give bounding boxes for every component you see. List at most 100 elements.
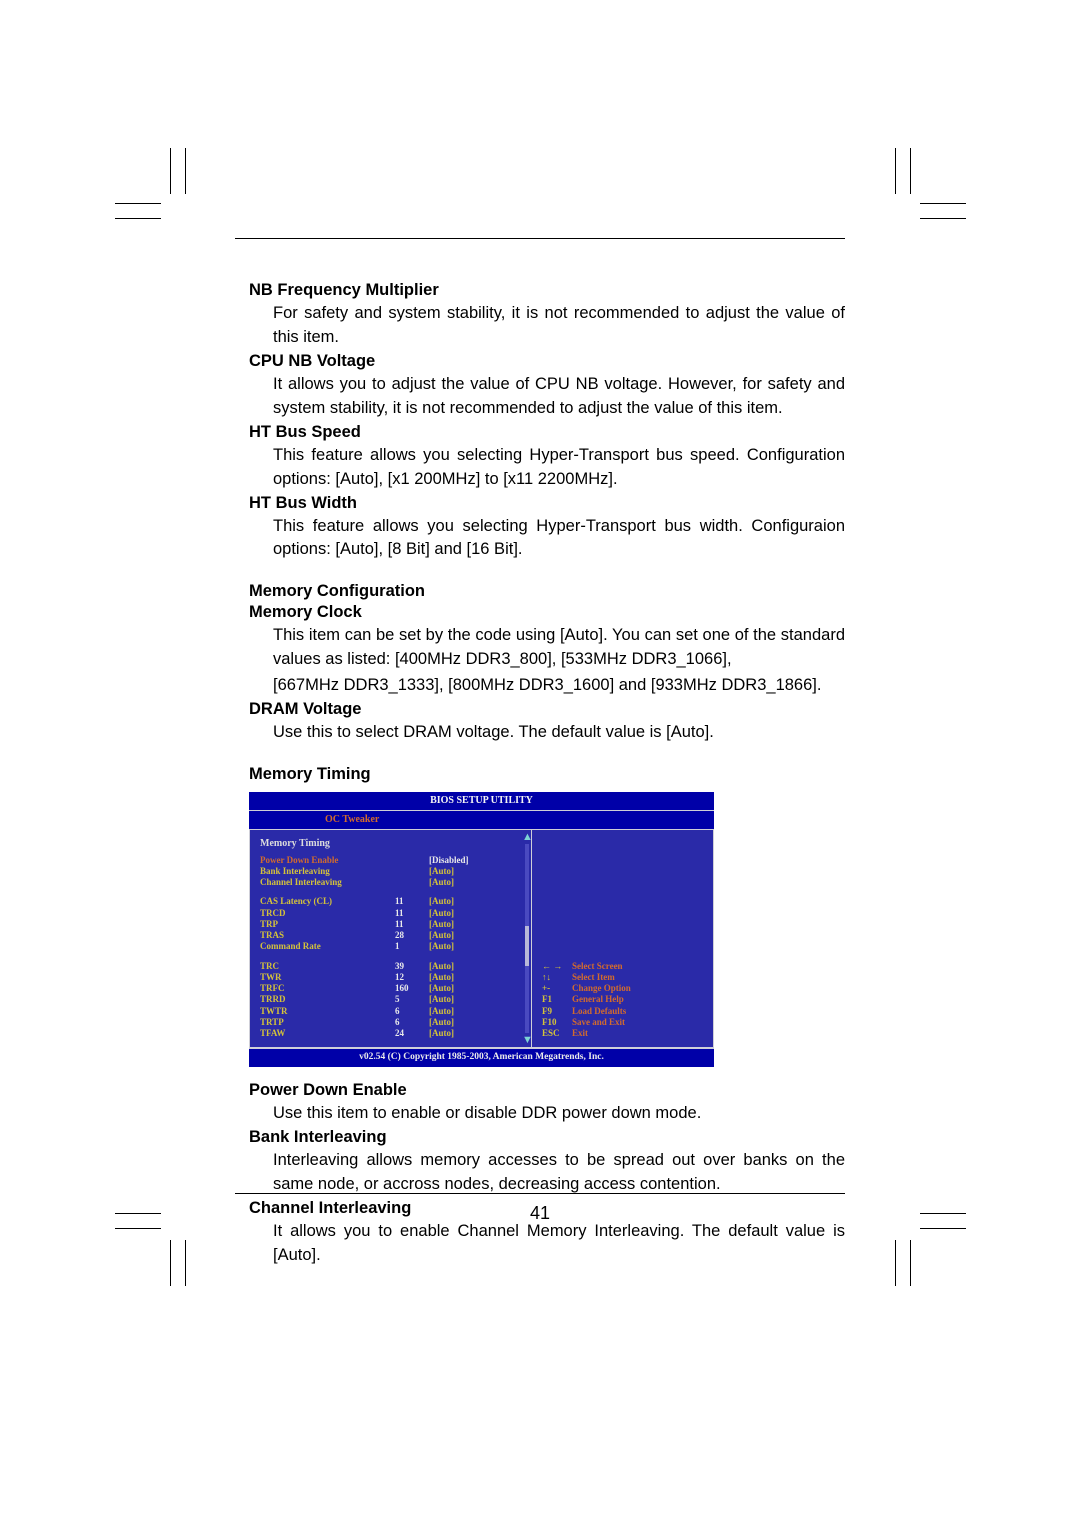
section-title: Power Down Enable <box>249 1081 845 1100</box>
section-body: Interleaving allows memory accesses to b… <box>273 1149 845 1197</box>
bios-help-label: Load Defaults <box>572 1006 626 1017</box>
bios-help-key: F1 <box>542 994 572 1005</box>
crop-mark <box>910 148 911 194</box>
bios-setting-row: Channel Interleaving [Auto] <box>260 877 523 888</box>
bios-help-row: ← →Select Screen <box>542 961 705 972</box>
bios-setting-row: TWTR6[Auto] <box>260 1006 523 1017</box>
section-title: NB Frequency Multiplier <box>249 281 845 300</box>
bios-help-label: General Help <box>572 994 624 1005</box>
bios-help-key: ↑↓ <box>542 972 572 983</box>
bios-setting-name: Power Down Enable <box>260 855 395 866</box>
crop-mark <box>920 218 966 219</box>
scroll-thumb <box>525 926 529 966</box>
crop-mark <box>895 1240 896 1286</box>
bios-help-label: Exit <box>572 1028 588 1039</box>
bios-help-label: Select Item <box>572 972 615 983</box>
crop-mark <box>920 1228 966 1229</box>
bios-help-row: ESCExit <box>542 1028 705 1039</box>
bios-setting-row: CAS Latency (CL)11[Auto] <box>260 896 523 907</box>
memory-timing-heading: Memory Timing <box>249 765 845 784</box>
bottom-rule <box>235 1193 845 1194</box>
bios-setting-value: [Auto] <box>429 961 454 972</box>
bios-setting-value: [Auto] <box>429 908 454 919</box>
bios-window: BIOS SETUP UTILITY OC Tweaker ▲ ▼ Memory… <box>249 792 714 1067</box>
bios-help-key: ← → <box>542 961 572 972</box>
section-title: DRAM Voltage <box>249 700 845 719</box>
bios-help-key: ESC <box>542 1028 572 1039</box>
bios-setting-name: TRCD <box>260 908 395 919</box>
bios-setting-name: Bank Interleaving <box>260 866 395 877</box>
bios-setting-value: [Auto] <box>429 994 454 1005</box>
bios-help-key: +- <box>542 983 572 994</box>
page-number: 41 <box>0 1203 1080 1224</box>
bios-setting-name: Channel Interleaving <box>260 877 395 888</box>
crop-mark <box>895 148 896 194</box>
bios-setting-current: 11 <box>395 908 429 919</box>
bios-setting-row: TFAW24[Auto] <box>260 1028 523 1039</box>
bios-setting-current: 5 <box>395 994 429 1005</box>
bios-setting-row: TRRD5[Auto] <box>260 994 523 1005</box>
bios-setting-row: TRFC160[Auto] <box>260 983 523 994</box>
crop-mark <box>185 148 186 194</box>
bios-footer: v02.54 (C) Copyright 1985-2003, American… <box>249 1048 714 1067</box>
bios-setting-current: 24 <box>395 1028 429 1039</box>
bios-setting-value: [Auto] <box>429 941 454 952</box>
bios-setting-current <box>395 866 429 877</box>
bios-setting-current: 12 <box>395 972 429 983</box>
section-body: This feature allows you selecting Hyper-… <box>273 444 845 492</box>
bios-setting-value: [Auto] <box>429 896 454 907</box>
bios-setting-value: [Auto] <box>429 866 454 877</box>
bios-help-key: F9 <box>542 1006 572 1017</box>
bios-help-row: F9Load Defaults <box>542 1006 705 1017</box>
bios-body: ▲ ▼ Memory Timing Power Down Enable[Disa… <box>249 830 714 1048</box>
bios-setting-value: [Auto] <box>429 930 454 941</box>
memory-configuration-heading: Memory Configuration <box>249 582 845 601</box>
bios-setting-current: 160 <box>395 983 429 994</box>
crop-mark <box>170 148 171 194</box>
bios-setting-value: [Auto] <box>429 972 454 983</box>
bios-setting-value: [Auto] <box>429 877 454 888</box>
scroll-down-icon: ▼ <box>522 1035 532 1045</box>
bios-setting-name: TRFC <box>260 983 395 994</box>
crop-mark <box>115 218 161 219</box>
bios-help-label: Change Option <box>572 983 631 994</box>
crop-mark <box>185 1240 186 1286</box>
bios-setting-value: [Auto] <box>429 1017 454 1028</box>
bios-setting-name: TWR <box>260 972 395 983</box>
bios-setting-name: CAS Latency (CL) <box>260 896 395 907</box>
section-title: Bank Interleaving <box>249 1128 845 1147</box>
bios-help-key: F10 <box>542 1017 572 1028</box>
section-body: This feature allows you selecting Hyper-… <box>273 515 845 563</box>
crop-mark <box>115 1228 161 1229</box>
section-body: This item can be set by the code using [… <box>273 624 845 672</box>
bios-setting-row: TWR12[Auto] <box>260 972 523 983</box>
bios-group-b: CAS Latency (CL)11[Auto]TRCD11[Auto]TRP1… <box>260 896 523 952</box>
bios-setting-current: 39 <box>395 961 429 972</box>
bios-setting-name: TRRD <box>260 994 395 1005</box>
bios-setting-current: 11 <box>395 919 429 930</box>
bios-header: BIOS SETUP UTILITY <box>249 792 714 811</box>
bios-help-row: F1General Help <box>542 994 705 1005</box>
bios-setting-row: Power Down Enable[Disabled] <box>260 855 523 866</box>
section-title: HT Bus Speed <box>249 423 845 442</box>
bios-setting-current <box>395 877 429 888</box>
section-title: Memory Clock <box>249 603 845 622</box>
bios-setting-value: [Auto] <box>429 1006 454 1017</box>
bios-setting-name: TRC <box>260 961 395 972</box>
bios-help-row: F10Save and Exit <box>542 1017 705 1028</box>
bios-setting-row: TRC39[Auto] <box>260 961 523 972</box>
page: NB Frequency Multiplier For safety and s… <box>0 0 1080 1528</box>
bios-setting-value: [Auto] <box>429 919 454 930</box>
bios-setting-current: 11 <box>395 896 429 907</box>
bios-left-panel: ▲ ▼ Memory Timing Power Down Enable[Disa… <box>249 830 531 1048</box>
bios-setting-name: TRTP <box>260 1017 395 1028</box>
bios-section-title: Memory Timing <box>260 838 523 851</box>
section-body: It allows you to adjust the value of CPU… <box>273 373 845 421</box>
bios-setting-row: TRCD11[Auto] <box>260 908 523 919</box>
bios-setting-value: [Auto] <box>429 983 454 994</box>
crop-mark <box>115 203 161 204</box>
bios-help-label: Save and Exit <box>572 1017 625 1028</box>
bios-setting-value: [Auto] <box>429 1028 454 1039</box>
bios-setting-current <box>395 855 429 866</box>
bios-tab-bar: OC Tweaker <box>249 811 714 831</box>
